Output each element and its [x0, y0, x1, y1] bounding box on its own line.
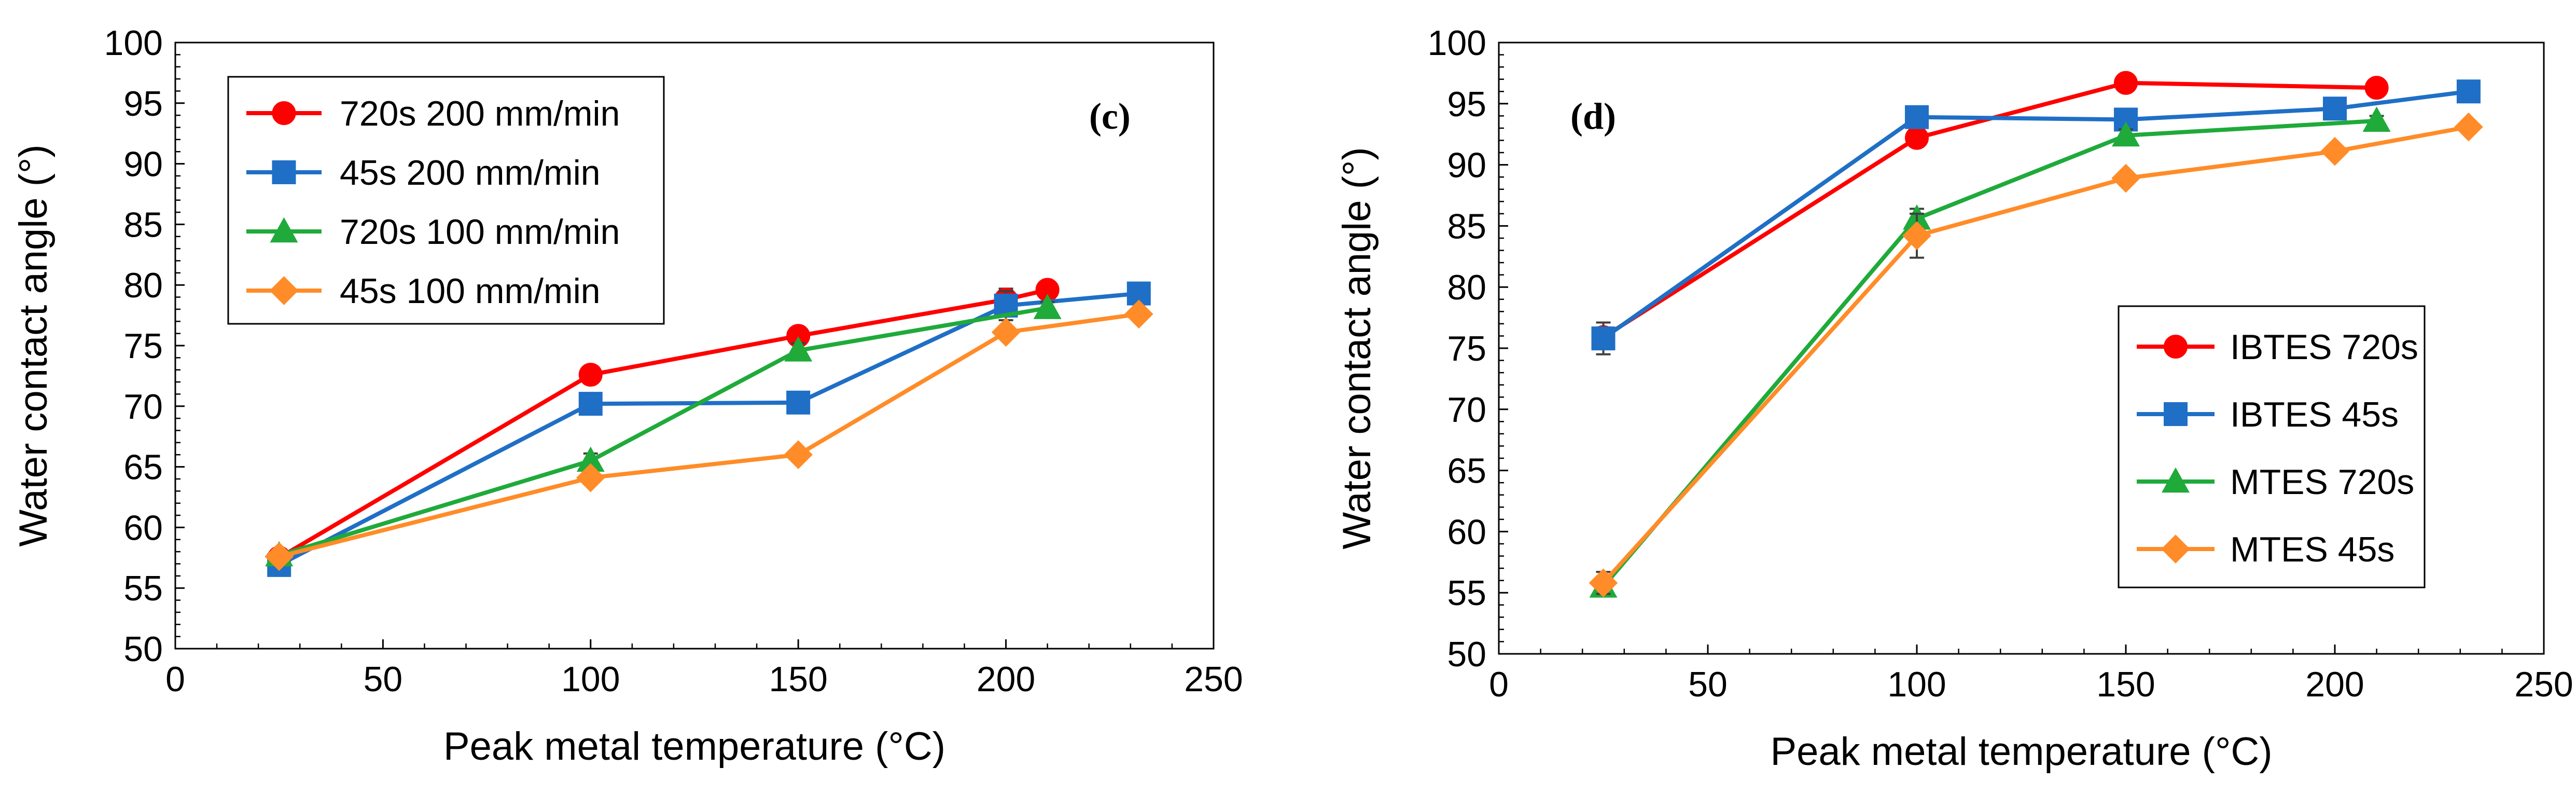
legend-swatch-marker [2164, 335, 2188, 359]
legend-swatch-marker [272, 160, 296, 184]
data-point [2362, 106, 2391, 132]
x-tick-label: 0 [165, 660, 185, 699]
panel-label: (d) [1570, 95, 1616, 137]
y-tick-label: 65 [1447, 451, 1486, 491]
data-point [2456, 79, 2481, 104]
y-tick-label: 55 [1447, 573, 1486, 613]
y-tick-label: 85 [1447, 207, 1486, 246]
y-tick-label: 60 [1447, 512, 1486, 552]
data-point [784, 440, 813, 470]
x-tick-label: 150 [769, 660, 827, 699]
y-tick-label: 70 [1447, 390, 1486, 430]
y-axis-label: Water contact angle (°) [11, 144, 55, 546]
x-tick-label: 0 [1489, 665, 1509, 704]
y-axis-label: Water contact angle (°) [1335, 147, 1379, 549]
data-point [264, 542, 294, 571]
y-tick-label: 90 [123, 145, 163, 184]
data-point [1589, 568, 1618, 598]
data-point [2454, 112, 2483, 142]
legend-entry-label: 45s 100 mm/min [340, 271, 601, 311]
panel-label: (c) [1089, 95, 1131, 137]
legend: IBTES 720s IBTES 45s MTES 720s MTES 45s [2118, 305, 2426, 588]
y-tick-label: 80 [123, 266, 163, 305]
series-3 [1589, 112, 2483, 598]
data-point [784, 336, 813, 362]
x-tick-label: 100 [561, 660, 620, 699]
legend-entry-label: IBTES 45s [2230, 395, 2399, 434]
legend-box [227, 76, 665, 325]
y-tick-label: 65 [123, 448, 163, 487]
y-tick-label: 80 [1447, 268, 1486, 307]
y-tick-label: 100 [1428, 23, 1486, 63]
legend-swatch-marker [272, 101, 296, 125]
series-line [1602, 80, 2377, 339]
y-tick-label: 60 [123, 508, 163, 547]
x-tick-label: 200 [977, 660, 1035, 699]
y-tick-label: 85 [123, 205, 163, 244]
legend-swatch-marker [2161, 534, 2190, 564]
y-tick-label: 90 [1447, 146, 1486, 185]
data-point [2114, 71, 2138, 95]
legend-entry-label: 45s 200 mm/min [340, 153, 601, 193]
legend-swatch-marker [269, 276, 299, 305]
data-point [1033, 294, 1062, 319]
y-tick-label: 95 [1447, 85, 1486, 124]
series-3 [264, 299, 1153, 571]
x-tick-label: 250 [1184, 660, 1243, 699]
y-tick-label: 70 [123, 387, 163, 427]
legend: 720s 200 mm/min 45s 200 mm/min 720s 100 mm… [227, 76, 665, 325]
x-axis-label: Peak metal temperature (°C) [443, 724, 945, 769]
data-point [1905, 126, 1929, 150]
legend-entry-label: 720s 200 mm/min [340, 94, 620, 133]
y-tick-label: 100 [104, 23, 163, 63]
x-tick-label: 100 [1887, 665, 1946, 704]
legend-swatch-marker [2164, 402, 2188, 426]
data-point [578, 363, 603, 387]
data-point [1591, 326, 1616, 351]
legend-swatch-marker [2162, 467, 2190, 493]
y-tick-label: 50 [1447, 635, 1486, 674]
data-point [1905, 105, 1929, 129]
legend-entry-label: MTES 720s [2230, 462, 2414, 502]
y-tick-label: 55 [123, 569, 163, 608]
x-tick-label: 200 [2305, 665, 2364, 704]
data-point [1124, 299, 1153, 329]
panel-c: 0 50 100 150 200 25050556065707580859095100Pe… [11, 23, 1243, 769]
data-point [2320, 136, 2349, 166]
series-line [279, 306, 1048, 557]
data-point [578, 392, 603, 416]
legend-entry-label: IBTES 720s [2230, 327, 2418, 367]
data-point [2112, 121, 2140, 147]
legend-entry-label: MTES 45s [2230, 530, 2394, 569]
data-point [2323, 97, 2347, 121]
data-point [2364, 76, 2389, 100]
panel-d: 0 50 100 150 200 25050556065707580859095100Pe… [1335, 23, 2573, 774]
y-tick-label: 50 [123, 629, 163, 669]
series-line [1602, 118, 2377, 588]
x-tick-label: 150 [2096, 665, 2155, 704]
legend-entry-label: 720s 100 mm/min [340, 212, 620, 252]
y-tick-label: 75 [1447, 329, 1486, 368]
data-point [786, 390, 811, 415]
x-tick-label: 250 [2514, 665, 2573, 704]
x-tick-label: 50 [364, 660, 403, 699]
legend-swatch-marker [270, 217, 298, 243]
data-point [2111, 163, 2140, 193]
series-1 [1591, 79, 2481, 355]
x-axis-label: Peak metal temperature (°C) [1770, 730, 2272, 774]
data-point [1902, 221, 1931, 251]
y-tick-label: 75 [123, 326, 163, 366]
data-point [991, 318, 1021, 347]
y-tick-label: 95 [123, 84, 163, 124]
data-point [576, 463, 605, 492]
x-tick-label: 50 [1688, 665, 1728, 704]
